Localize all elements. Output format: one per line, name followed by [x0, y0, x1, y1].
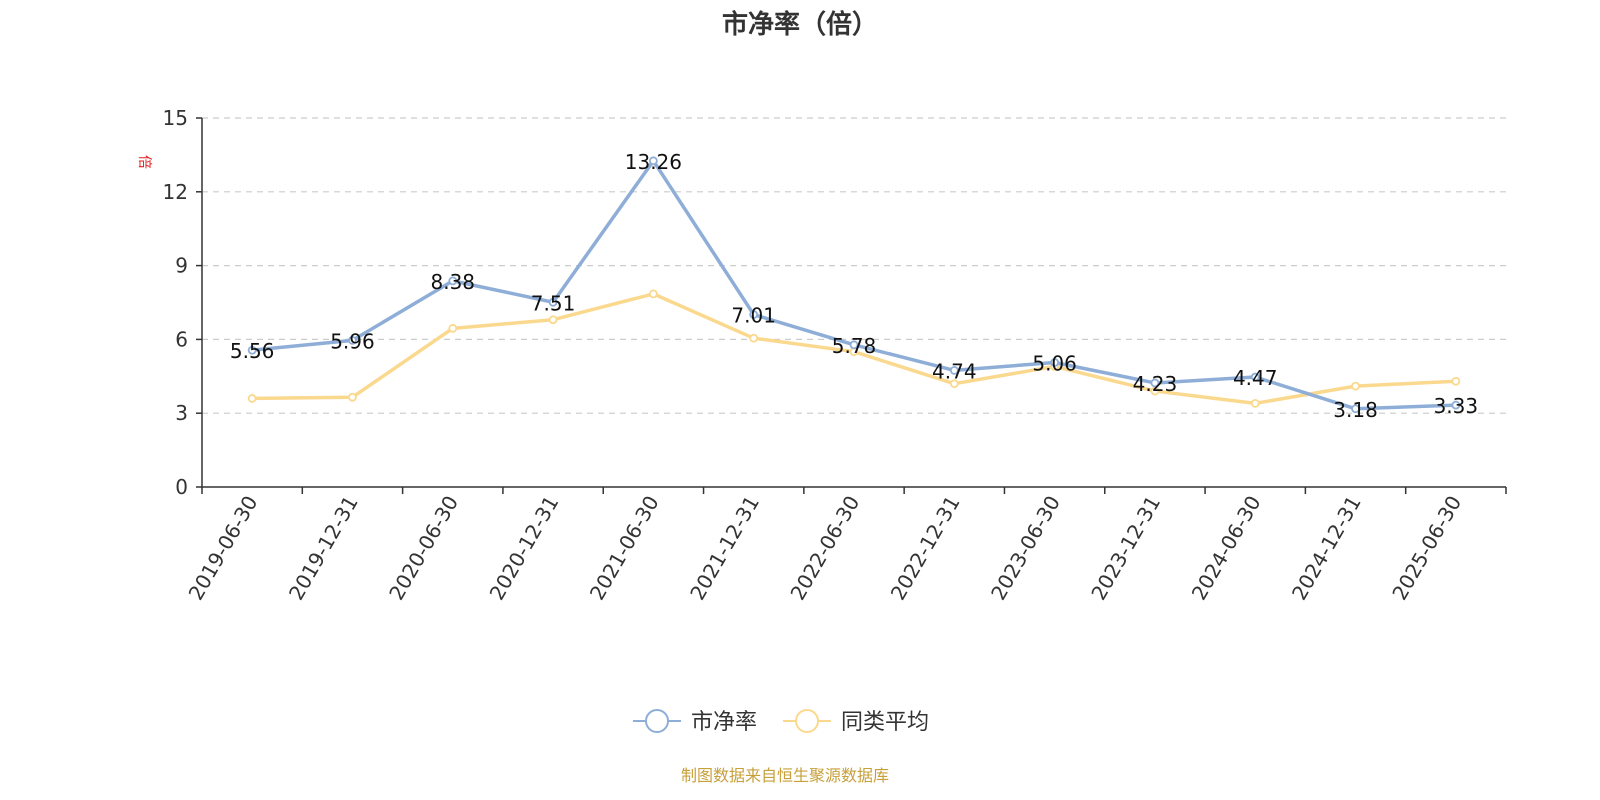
data-label: 4.23 — [1133, 372, 1178, 396]
data-point — [949, 365, 959, 375]
x-tick-label: 2019-12-31 — [284, 492, 363, 605]
x-tick-label: 2020-06-30 — [384, 492, 463, 605]
y-axis-unit-label: 倍 — [136, 155, 152, 169]
data-labels: 5.56 5.96 8.38 7.51 13.26 7.01 5.78 4.74 5.06 4.2… — [230, 150, 1478, 422]
source-note: 制图数据来自恒生聚源数据库 — [681, 766, 889, 785]
data-point — [648, 156, 658, 166]
data-point — [849, 340, 859, 350]
data-label: 5.78 — [832, 334, 877, 358]
y-tick-label: 9 — [175, 254, 188, 278]
data-point — [1351, 381, 1360, 391]
data-point — [1150, 378, 1160, 388]
x-tick-label: 2022-06-30 — [785, 492, 864, 605]
data-point — [348, 392, 357, 402]
data-point — [1250, 372, 1260, 382]
x-tick-label: 2022-12-31 — [886, 491, 965, 604]
data-point — [1250, 398, 1260, 408]
x-tick-label: 2024-12-31 — [1287, 492, 1366, 605]
data-label: 7.01 — [731, 304, 776, 328]
legend-label: 同类平均 — [841, 710, 929, 735]
y-tick-label: 6 — [175, 327, 188, 351]
chart-title: 市净率（倍） — [722, 9, 878, 40]
grid-lines — [202, 117, 1506, 414]
data-label: 4.74 — [932, 359, 977, 383]
y-tick-label: 0 — [175, 475, 188, 499]
data-point — [448, 276, 458, 286]
x-tick-label: 2023-12-31 — [1086, 492, 1165, 605]
data-point — [548, 315, 558, 325]
x-tick-label: 2019-06-30 — [184, 492, 263, 605]
data-point — [648, 289, 658, 299]
series-lines — [247, 156, 1461, 414]
data-point — [1451, 376, 1461, 386]
data-label: 4.47 — [1233, 366, 1278, 390]
data-label: 5.56 — [230, 339, 275, 363]
data-point — [1351, 404, 1360, 414]
data-point — [749, 310, 759, 319]
legend-item[interactable]: 同类平均 — [783, 709, 929, 735]
x-tick-label: 2024-06-30 — [1187, 492, 1266, 605]
data-point — [548, 297, 558, 307]
x-tick-label: 2021-12-31 — [685, 492, 764, 605]
data-point — [448, 323, 458, 333]
x-tick-label: 2021-06-30 — [585, 492, 664, 605]
legend[interactable]: 市净率 同类平均 — [633, 709, 929, 735]
data-label: 13.26 — [625, 150, 682, 174]
data-label: 8.38 — [431, 270, 476, 294]
data-point — [1451, 400, 1461, 410]
y-tick-label: 12 — [163, 180, 188, 204]
data-label: 5.96 — [330, 329, 375, 353]
x-tick-label: 2023-06-30 — [986, 492, 1065, 605]
data-label: 3.33 — [1434, 394, 1479, 418]
data-label: 7.51 — [531, 291, 576, 315]
data-point — [1150, 386, 1160, 396]
data-point — [949, 379, 959, 389]
y-tick-label: 3 — [175, 401, 188, 425]
data-point — [247, 345, 257, 355]
data-label: 3.18 — [1333, 398, 1378, 422]
data-point — [348, 335, 357, 345]
legend-marker-icon — [645, 709, 669, 733]
x-tick-label: 2020-12-31 — [485, 492, 564, 605]
data-point — [247, 394, 257, 403]
data-point — [749, 333, 759, 343]
legend-label: 市净率 — [691, 710, 757, 735]
data-point — [1050, 358, 1060, 367]
y-tick-label: 15 — [163, 106, 188, 130]
data-label: 5.06 — [1032, 352, 1077, 376]
legend-marker-icon — [795, 709, 819, 733]
x-tick-label: 2025-06-30 — [1387, 492, 1466, 605]
legend-item[interactable]: 市净率 — [633, 709, 757, 735]
